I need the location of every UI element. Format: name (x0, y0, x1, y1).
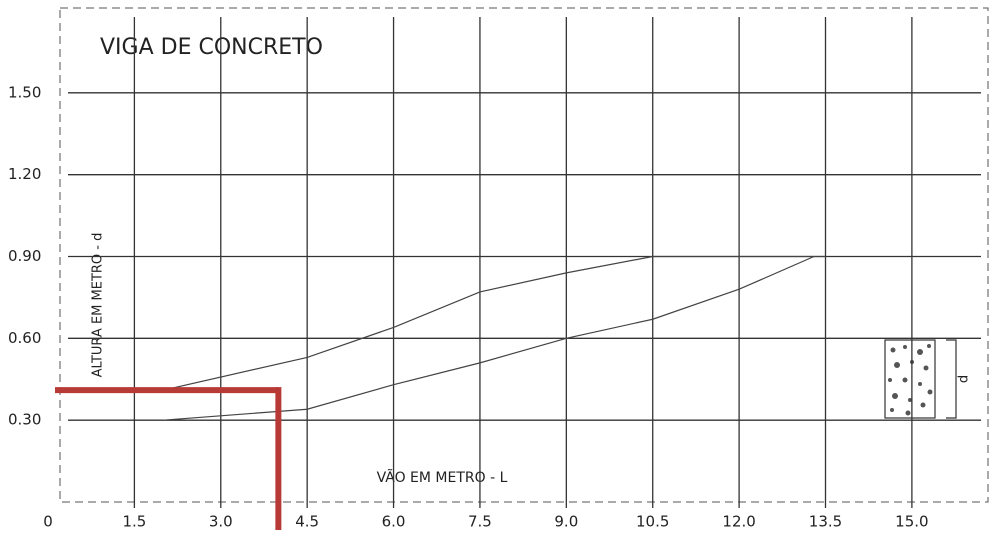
y-tick-label: 1.50 (8, 83, 41, 101)
x-tick-label: 7.5 (468, 513, 492, 531)
x-tick-label: 4.5 (295, 513, 319, 531)
x-tick-label: 12.0 (722, 513, 755, 531)
y-tick-label: 0.60 (8, 329, 41, 347)
x-tick-label: 13.5 (809, 513, 842, 531)
beam-section: d (885, 340, 972, 418)
y-tick-label: 0.90 (8, 247, 41, 265)
beam-bracket (946, 340, 956, 418)
x-tick-label: 9.0 (554, 513, 578, 531)
x-tick-label: 6.0 (382, 513, 406, 531)
beam-label: d (957, 375, 972, 383)
y-tick-label: 1.20 (8, 165, 41, 183)
chart: VIGA DE CONCRETO ALTURA EM METRO - d VÃO… (0, 0, 997, 535)
upper-curve (163, 257, 825, 391)
x-axis-label: VÃO EM METRO - L (377, 469, 508, 486)
x-tick-label: 1.5 (122, 513, 146, 531)
y-axis-label: ALTURA EM METRO - d (91, 233, 106, 378)
x-tick-label: 15.0 (895, 513, 928, 531)
chart-title: VIGA DE CONCRETO (100, 35, 323, 60)
frame (60, 8, 988, 502)
x-tick-label: 3.0 (209, 513, 233, 531)
x-tick-label: 10.5 (636, 513, 669, 531)
y-tick-label: 0.30 (8, 411, 41, 429)
x-tick-label: 0 (43, 513, 53, 531)
